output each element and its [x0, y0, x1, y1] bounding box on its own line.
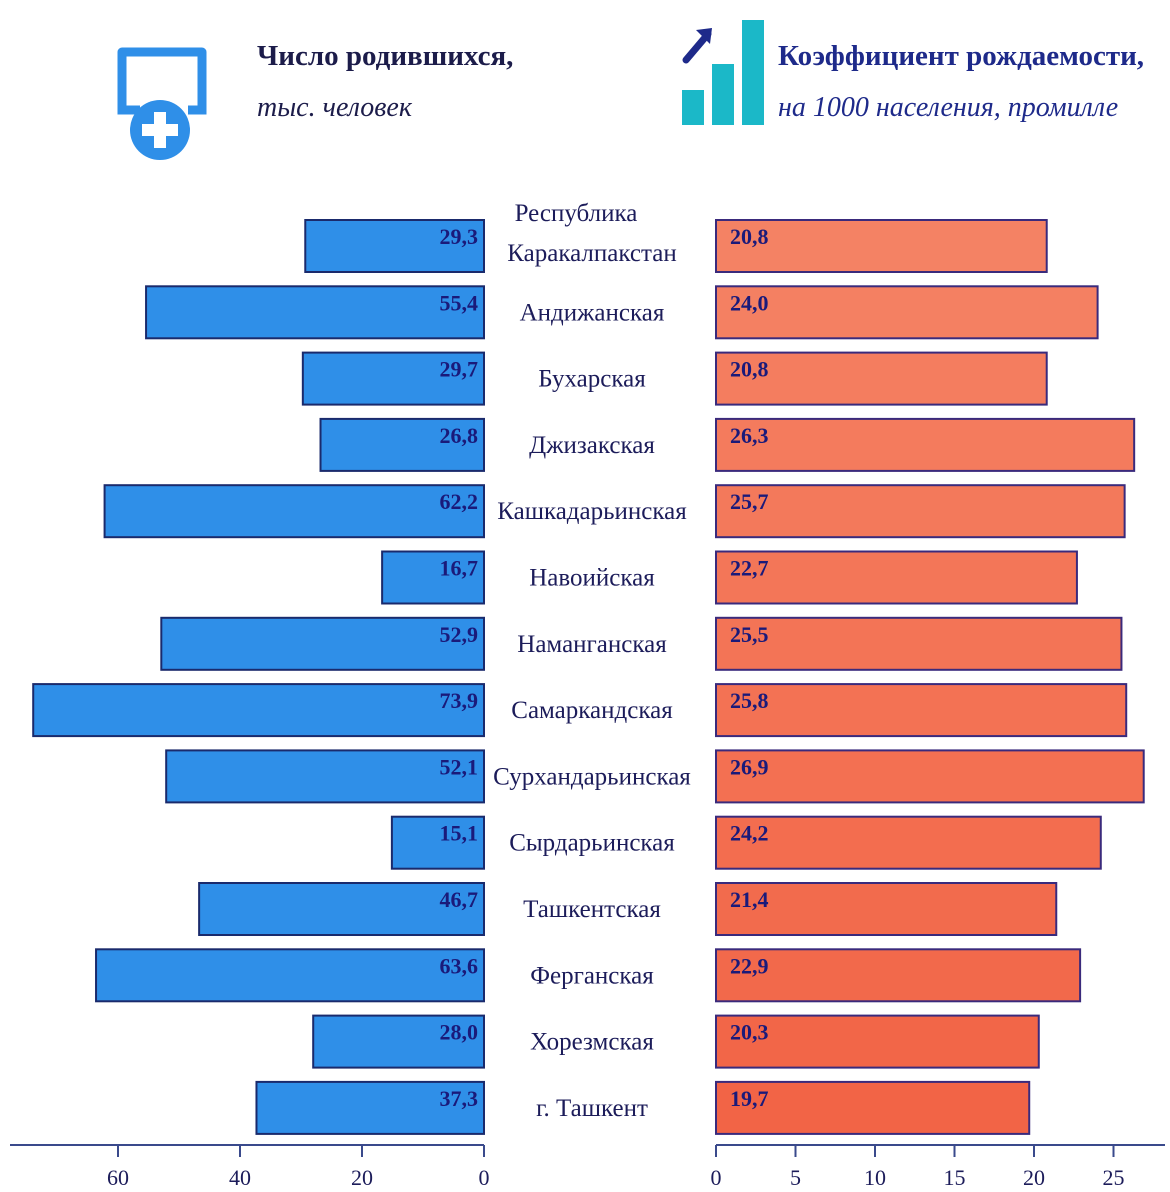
region-label: Андижанская [520, 299, 665, 326]
region-label: Навоийская [529, 565, 655, 592]
region-label: Ферганская [530, 962, 654, 989]
birth-rate-bar-label: 26,9 [730, 754, 769, 779]
region-label: г. Ташкент [536, 1095, 648, 1122]
births-bar [304, 219, 485, 273]
births-bar [198, 882, 485, 936]
births-bar-label: 73,9 [440, 688, 479, 713]
region-label: Бухарская [538, 366, 646, 393]
births-bar [381, 550, 486, 605]
region-label-line: Республика [515, 200, 638, 227]
birth-rate-bar-label: 25,5 [730, 622, 769, 647]
region-label: Самаркандская [511, 697, 673, 724]
births-bar-label: 29,7 [440, 357, 479, 382]
region-label: Джизакская [529, 432, 655, 459]
birth-rate-tick-label: 5 [790, 1165, 801, 1190]
births-bar-label: 62,2 [440, 489, 479, 514]
births-tick-label: 0 [479, 1165, 490, 1190]
birth-rate-bar-label: 25,7 [730, 489, 769, 514]
region-label: Ташкентская [523, 896, 661, 923]
birth-rate-bar-label: 22,7 [730, 556, 769, 581]
births-bar [160, 616, 485, 671]
births-bar [255, 1080, 485, 1135]
birth-rate-bar-label: 20,8 [730, 357, 769, 382]
births-bar-label: 52,9 [440, 622, 479, 647]
births-bar-label: 46,7 [440, 887, 479, 912]
legend-births-title: Число родившихся, [257, 40, 514, 72]
births-bar [301, 351, 485, 406]
legend-birth-rate: Коэффициент рождаемости, на 1000 населен… [670, 20, 1170, 170]
births-tick-label: 60 [107, 1165, 129, 1190]
birth-rate-bar [715, 484, 1126, 539]
birth-rate-tick-label: 0 [711, 1165, 722, 1190]
birth-rate-tick-label: 15 [944, 1165, 966, 1190]
births-bar [103, 484, 486, 539]
births-bar [32, 683, 486, 738]
birth-rate-bar [715, 351, 1048, 406]
birth-rate-bar [715, 550, 1078, 605]
legend-birth-rate-title: Коэффициент рождаемости, [778, 40, 1145, 72]
birth-rate-bar [715, 417, 1136, 472]
birth-rate-bar [715, 1080, 1031, 1135]
birth-rate-bar-label: 20,8 [730, 224, 769, 249]
births-bar-label: 52,1 [440, 754, 479, 779]
region-label: Кашкадарьинская [497, 498, 687, 525]
birth-rate-bar [715, 882, 1058, 936]
births-bar [95, 948, 485, 1003]
birth-rate-tick-label: 20 [1023, 1165, 1045, 1190]
birth-rate-bar-label: 24,0 [730, 290, 769, 315]
region-label: Хорезмская [530, 1029, 654, 1056]
births-bar [390, 815, 486, 870]
births-tick-label: 20 [351, 1165, 373, 1190]
birth-rate-bar [715, 815, 1102, 870]
region-label: Сурхандарьинская [493, 763, 691, 790]
births-bar-label: 29,3 [440, 224, 479, 249]
newborn-display-icon [117, 47, 207, 160]
births-bar-label: 16,7 [440, 556, 479, 581]
birth-rate-bar-label: 19,7 [730, 1086, 769, 1111]
region-label-line: Каракалпакстан [507, 240, 676, 267]
region-label: Республика Каракалпакстан [507, 200, 676, 267]
region-label: Наманганская [517, 631, 667, 658]
birth-rate-tick-label: 10 [864, 1165, 886, 1190]
birth-rate-bar [715, 1014, 1040, 1069]
births-bar-label: 15,1 [440, 821, 479, 846]
bar-chart-growth-icon [682, 20, 764, 125]
births-bar [165, 749, 485, 804]
birth-rate-bar-label: 25,8 [730, 688, 769, 713]
birth-rate-bar-label: 22,9 [730, 953, 769, 978]
legend-births: Число родившихся, тыс. человек [100, 20, 600, 170]
birth-rate-bar [715, 749, 1145, 804]
birth-rate-bar-label: 20,3 [730, 1020, 769, 1045]
birth-rate-bar-label: 24,2 [730, 821, 769, 846]
birth-rate-bar-label: 21,4 [730, 887, 769, 912]
birth-rate-tick-label: 25 [1103, 1165, 1125, 1190]
births-bar [319, 417, 485, 472]
legend-birth-rate-subtitle: на 1000 населения, промилле [778, 92, 1119, 123]
birth-rate-bar-label: 26,3 [730, 423, 769, 448]
birth-rate-bar [715, 948, 1082, 1003]
births-bar [312, 1014, 486, 1069]
births-tick-label: 40 [229, 1165, 251, 1190]
legend-births-subtitle: тыс. человек [257, 92, 412, 123]
births-bar-label: 63,6 [440, 953, 479, 978]
region-label: Сырдарьинская [509, 830, 675, 857]
births-bar-label: 28,0 [440, 1020, 479, 1045]
birth-rate-bar [715, 616, 1123, 671]
births-bar-label: 26,8 [440, 423, 479, 448]
birth-rate-bar [715, 219, 1048, 273]
birth-rate-bar [715, 683, 1128, 738]
births-bar [145, 285, 485, 340]
birth-rate-bar [715, 285, 1099, 340]
births-bar-label: 55,4 [440, 290, 479, 315]
births-bar-label: 37,3 [440, 1086, 479, 1111]
